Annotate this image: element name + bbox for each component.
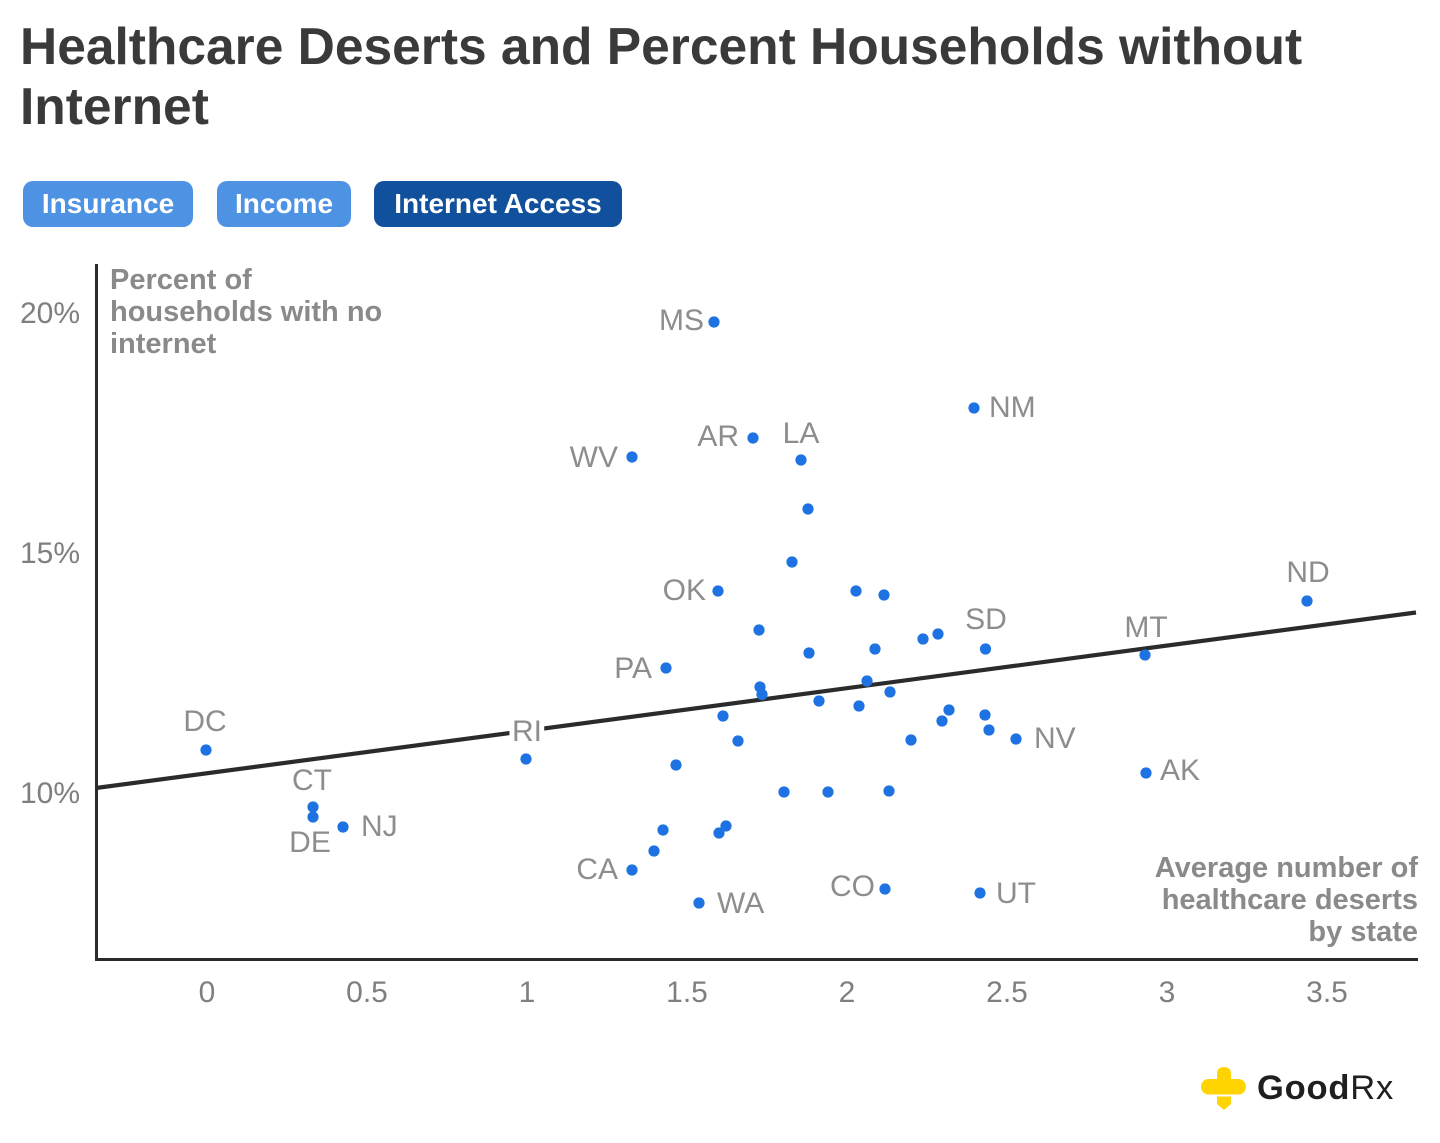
svg-text:NV: NV [1034,722,1076,755]
svg-text:WA: WA [717,887,764,920]
svg-text:NM: NM [989,391,1036,424]
svg-text:PA: PA [614,652,652,685]
svg-text:10%: 10% [20,777,80,810]
svg-text:DC: DC [183,705,226,738]
svg-text:3: 3 [1159,976,1176,1009]
svg-text:GoodRx: GoodRx [1257,1069,1394,1107]
svg-text:15%: 15% [20,537,80,570]
svg-text:internet: internet [110,328,217,360]
svg-text:DE: DE [289,826,331,859]
svg-text:NJ: NJ [361,810,398,843]
svg-text:households with no: households with no [110,296,382,328]
svg-text:20%: 20% [20,297,80,330]
svg-text:SD: SD [965,603,1007,636]
svg-text:CO: CO [830,870,875,903]
svg-text:0: 0 [199,976,216,1009]
svg-text:Average number of: Average number of [1155,852,1419,884]
svg-text:LA: LA [783,417,820,450]
svg-text:1: 1 [519,976,536,1009]
svg-text:MT: MT [1124,611,1167,644]
svg-text:UT: UT [996,877,1036,910]
svg-text:2.5: 2.5 [986,976,1028,1009]
svg-text:RI: RI [512,715,542,748]
svg-text:ND: ND [1286,556,1329,589]
svg-text:healthcare deserts: healthcare deserts [1162,884,1418,916]
svg-text:OK: OK [663,574,706,607]
svg-text:0.5: 0.5 [346,976,388,1009]
svg-text:3.5: 3.5 [1306,976,1348,1009]
svg-text:Percent of: Percent of [110,264,252,296]
svg-text:2: 2 [839,976,856,1009]
svg-text:1.5: 1.5 [666,976,708,1009]
svg-text:AR: AR [697,420,739,453]
svg-text:AK: AK [1160,754,1200,787]
svg-text:CA: CA [576,853,618,886]
svg-text:by state: by state [1308,916,1418,948]
svg-text:MS: MS [659,304,704,337]
svg-text:WV: WV [570,441,618,474]
svg-text:CT: CT [292,764,332,797]
